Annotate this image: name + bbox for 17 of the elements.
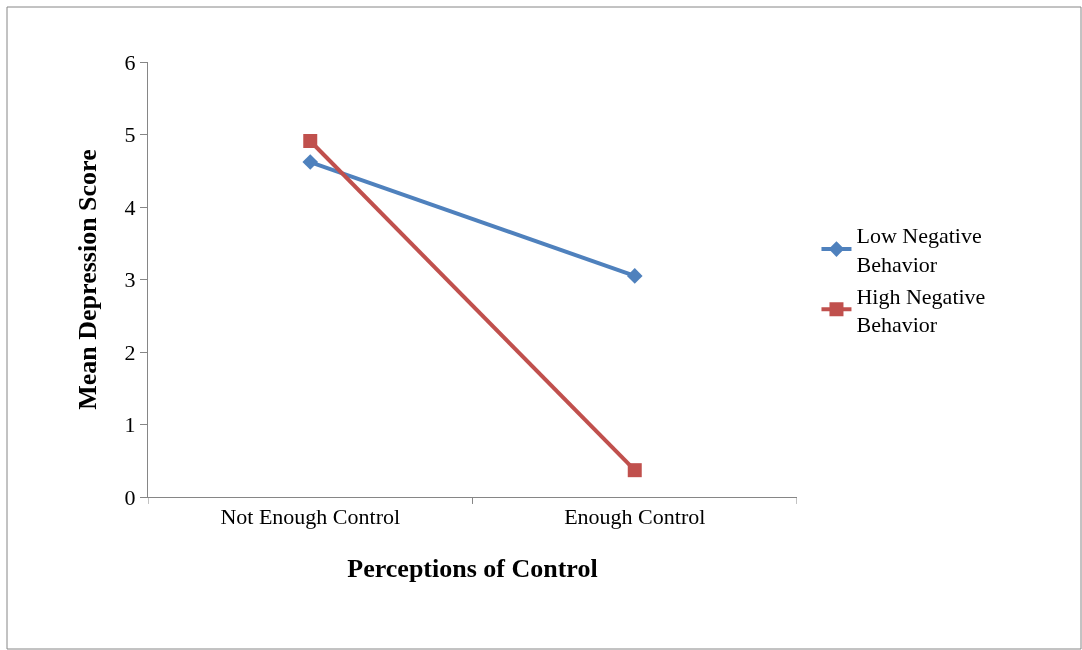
x-tick-label: Not Enough Control (220, 504, 401, 530)
x-tick-label: Enough Control (564, 504, 706, 530)
y-tick-label: 5 (124, 122, 136, 148)
y-tick-label: 1 (124, 412, 136, 438)
y-tick-label: 0 (124, 484, 136, 510)
y-tick-label: 4 (124, 194, 136, 220)
point (303, 134, 318, 149)
x-axis-title: Perceptions of Control (347, 554, 598, 584)
point (626, 268, 643, 284)
legend-label: Low Negative Behavior (856, 223, 982, 277)
point (302, 154, 319, 170)
y-axis-title: Mean Depression Score (73, 149, 102, 410)
y-tick-label: 2 (124, 339, 136, 365)
point (627, 463, 642, 478)
y-tick-label: 3 (124, 267, 136, 293)
legend-label: High Negative Behavior (856, 283, 986, 338)
y-tick-label: 6 (124, 49, 136, 75)
